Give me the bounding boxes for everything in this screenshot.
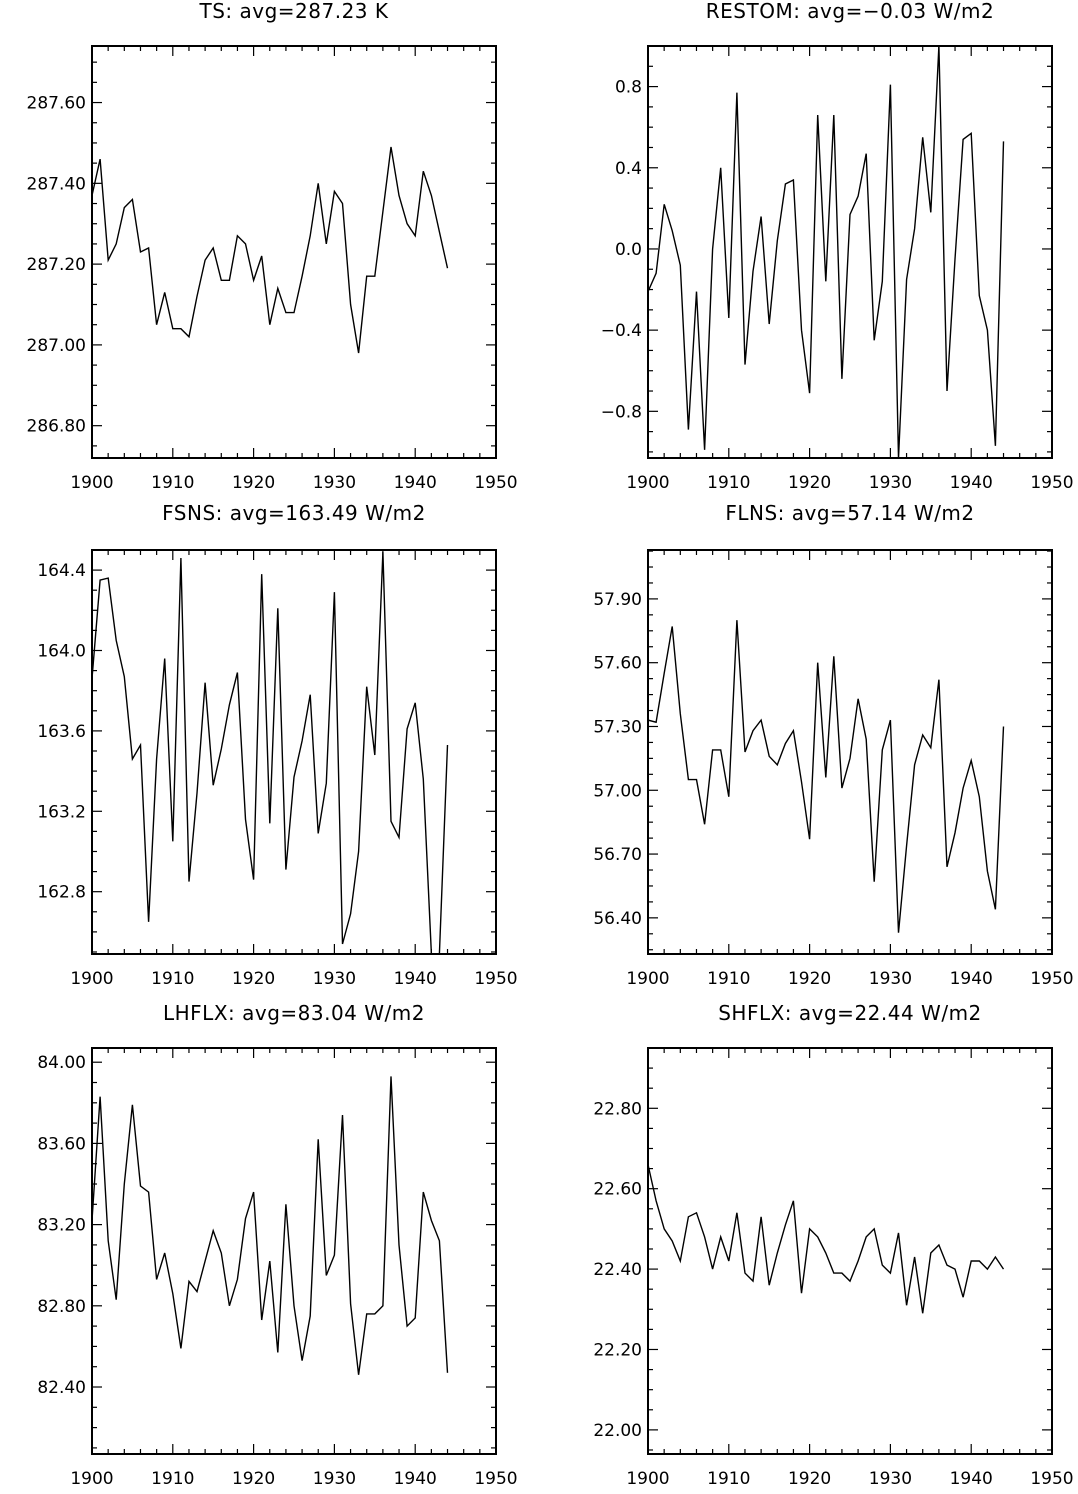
y-tick-label: 22.40 xyxy=(593,1260,642,1280)
x-tick-label: 1930 xyxy=(869,969,912,989)
x-tick-label: 1950 xyxy=(1030,473,1073,493)
y-tick-label: 57.30 xyxy=(593,717,642,737)
x-tick-label: 1900 xyxy=(626,1469,669,1489)
plot-frame xyxy=(647,1047,1053,1455)
x-tick-label: 1910 xyxy=(151,1469,194,1489)
y-tick-label: 287.40 xyxy=(27,174,86,194)
x-tick-label: 1920 xyxy=(788,1469,831,1489)
y-tick-label: 57.00 xyxy=(593,781,642,801)
y-tick-label: 22.60 xyxy=(593,1180,642,1200)
x-tick-label: 1930 xyxy=(869,1469,912,1489)
x-tick-label: 1910 xyxy=(707,473,750,493)
x-tick-label: 1920 xyxy=(232,969,275,989)
series-line xyxy=(648,1164,1005,1314)
x-tick-label: 1930 xyxy=(313,969,356,989)
y-tick-label: 22.00 xyxy=(593,1421,642,1441)
panel-title: LHFLX: avg=83.04 W/m2 xyxy=(163,1001,425,1025)
y-tick-label: 57.60 xyxy=(593,654,642,674)
y-tick-label: 287.00 xyxy=(27,336,86,356)
y-tick-label: 287.20 xyxy=(27,255,86,275)
panel-restom: RESTOM: avg=−0.03 W/m2 1900 1910 1920 1930 1… xyxy=(601,0,1074,493)
series-line xyxy=(92,146,449,354)
x-tick-label: 1940 xyxy=(394,969,437,989)
x-tick-label: 1920 xyxy=(788,969,831,989)
x-tick-label: 1950 xyxy=(474,473,517,493)
x-tick-label: 1930 xyxy=(313,473,356,493)
y-tick-label: 0.8 xyxy=(615,78,642,98)
x-tick-label: 1940 xyxy=(394,473,437,493)
x-tick-label: 1950 xyxy=(1030,1469,1073,1489)
y-tick-label: 22.20 xyxy=(593,1340,642,1360)
y-tick-label: 163.2 xyxy=(37,802,86,822)
x-tick-label: 1940 xyxy=(950,473,993,493)
x-tick-label: 1920 xyxy=(788,473,831,493)
x-tick-label: 1930 xyxy=(869,473,912,493)
x-tick-label: 1900 xyxy=(626,969,669,989)
panel-title: TS: avg=287.23 K xyxy=(198,0,388,23)
x-tick-label: 1910 xyxy=(707,1469,750,1489)
panel-title: RESTOM: avg=−0.03 W/m2 xyxy=(706,0,994,23)
plot-frame xyxy=(91,1047,497,1455)
series-line xyxy=(92,551,449,954)
panel-title: FSNS: avg=163.49 W/m2 xyxy=(162,501,426,525)
y-tick-label: 286.80 xyxy=(27,417,86,437)
y-tick-label: 57.90 xyxy=(593,590,642,610)
x-tick-label: 1900 xyxy=(70,1469,113,1489)
plot-frame xyxy=(647,549,1053,955)
x-tick-label: 1910 xyxy=(707,969,750,989)
series-line xyxy=(92,1076,449,1375)
series-line xyxy=(648,46,1005,458)
panel-lhflx: LHFLX: avg=83.04 W/m2 1900 1910 1920 1930 19… xyxy=(37,1001,517,1489)
x-tick-label: 1940 xyxy=(950,1469,993,1489)
x-tick-label: 1910 xyxy=(151,969,194,989)
y-tick-label: 82.40 xyxy=(37,1378,86,1398)
x-tick-label: 1900 xyxy=(626,473,669,493)
x-tick-label: 1940 xyxy=(394,1469,437,1489)
series-line xyxy=(648,620,1005,933)
y-tick-label: 287.60 xyxy=(27,94,86,114)
x-tick-label: 1950 xyxy=(474,1469,517,1489)
panel-fsns: FSNS: avg=163.49 W/m2 1900 1910 1920 1930 19… xyxy=(37,501,517,989)
plot-frame xyxy=(647,45,1053,459)
y-tick-label: −0.8 xyxy=(601,402,642,422)
y-tick-label: 162.8 xyxy=(37,883,86,903)
y-tick-label: 84.00 xyxy=(37,1053,86,1073)
plot-frame xyxy=(91,45,497,459)
y-tick-label: 56.40 xyxy=(593,909,642,929)
y-tick-label: 164.4 xyxy=(37,561,86,581)
x-tick-label: 1900 xyxy=(70,969,113,989)
y-tick-label: 83.60 xyxy=(37,1134,86,1154)
y-tick-label: 83.20 xyxy=(37,1216,86,1236)
y-tick-label: 82.80 xyxy=(37,1297,86,1317)
panel-ts: TS: avg=287.23 K 1900 1910 1920 1930 1940 195… xyxy=(27,0,518,493)
x-tick-label: 1950 xyxy=(474,969,517,989)
y-tick-label: 0.4 xyxy=(615,159,642,179)
y-tick-label: 0.0 xyxy=(615,240,642,260)
y-tick-label: 22.80 xyxy=(593,1099,642,1119)
x-tick-label: 1950 xyxy=(1030,969,1073,989)
panel-shflx: SHFLX: avg=22.44 W/m2 1900 1910 1920 1930 19… xyxy=(593,1001,1073,1489)
x-tick-label: 1920 xyxy=(232,1469,275,1489)
y-tick-label: 163.6 xyxy=(37,722,86,742)
y-tick-label: 56.70 xyxy=(593,845,642,865)
panel-flns: FLNS: avg=57.14 W/m2 1900 1910 1920 1930 194… xyxy=(593,501,1073,989)
panel-title: FLNS: avg=57.14 W/m2 xyxy=(725,501,974,525)
x-tick-label: 1920 xyxy=(232,473,275,493)
x-tick-label: 1900 xyxy=(70,473,113,493)
y-tick-label: −0.4 xyxy=(601,321,642,341)
x-tick-label: 1940 xyxy=(950,969,993,989)
plot-frame xyxy=(91,549,497,955)
panel-title: SHFLX: avg=22.44 W/m2 xyxy=(718,1001,982,1025)
x-tick-label: 1930 xyxy=(313,1469,356,1489)
x-tick-label: 1910 xyxy=(151,473,194,493)
y-tick-label: 164.0 xyxy=(37,641,86,661)
